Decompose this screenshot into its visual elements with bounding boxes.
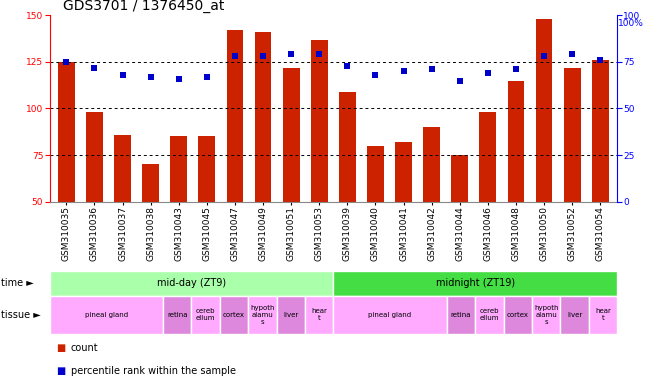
Text: mid-day (ZT9): mid-day (ZT9) xyxy=(157,278,226,288)
Bar xyxy=(536,19,552,202)
Bar xyxy=(333,296,447,334)
Bar xyxy=(58,62,75,202)
Bar xyxy=(191,296,220,334)
Text: hear
t: hear t xyxy=(595,308,611,321)
Point xyxy=(117,72,128,78)
Bar xyxy=(395,142,412,202)
Bar xyxy=(508,81,525,202)
Text: GDS3701 / 1376450_at: GDS3701 / 1376450_at xyxy=(63,0,224,13)
Text: cortex: cortex xyxy=(223,312,245,318)
Bar xyxy=(114,134,131,202)
Text: hear
t: hear t xyxy=(311,308,327,321)
Bar xyxy=(339,92,356,202)
Bar xyxy=(86,112,103,202)
Text: liver: liver xyxy=(567,312,582,318)
Point xyxy=(539,53,549,60)
Bar xyxy=(170,136,187,202)
Bar xyxy=(199,136,215,202)
Bar xyxy=(532,296,560,334)
Point xyxy=(314,51,325,58)
Point xyxy=(482,70,493,76)
Point xyxy=(89,65,100,71)
Text: cereb
ellum: cereb ellum xyxy=(480,308,499,321)
Bar xyxy=(560,296,589,334)
Bar xyxy=(248,296,277,334)
Bar xyxy=(142,164,159,202)
Point xyxy=(342,63,352,69)
Bar xyxy=(475,296,504,334)
Bar xyxy=(589,296,617,334)
Point xyxy=(258,53,269,60)
Point xyxy=(567,51,578,58)
Bar xyxy=(504,296,532,334)
Text: pineal gland: pineal gland xyxy=(84,312,128,318)
Point xyxy=(174,76,184,82)
Bar xyxy=(282,68,300,202)
Bar xyxy=(592,60,609,202)
Point xyxy=(455,78,465,84)
Bar xyxy=(333,271,617,296)
Text: pineal gland: pineal gland xyxy=(368,312,412,318)
Text: count: count xyxy=(71,343,98,353)
Point xyxy=(511,66,521,73)
Bar xyxy=(479,112,496,202)
Text: 100%: 100% xyxy=(618,19,644,28)
Text: tissue ►: tissue ► xyxy=(1,310,40,320)
Point xyxy=(286,51,296,58)
Bar xyxy=(305,296,333,334)
Text: cortex: cortex xyxy=(507,312,529,318)
Bar xyxy=(163,296,191,334)
Point xyxy=(145,74,156,80)
Bar xyxy=(50,296,163,334)
Text: hypoth
alamu
s: hypoth alamu s xyxy=(534,305,558,325)
Text: cereb
ellum: cereb ellum xyxy=(196,308,215,321)
Text: ■: ■ xyxy=(56,343,65,353)
Point xyxy=(230,53,240,60)
Bar xyxy=(564,68,581,202)
Text: midnight (ZT19): midnight (ZT19) xyxy=(436,278,515,288)
Bar xyxy=(226,30,244,202)
Bar xyxy=(277,296,305,334)
Text: hypoth
alamu
s: hypoth alamu s xyxy=(250,305,275,325)
Text: retina: retina xyxy=(451,312,471,318)
Text: retina: retina xyxy=(167,312,187,318)
Point xyxy=(426,66,437,73)
Point xyxy=(398,68,409,74)
Bar xyxy=(447,296,475,334)
Point xyxy=(61,59,72,65)
Text: liver: liver xyxy=(283,312,298,318)
Bar xyxy=(220,296,248,334)
Point xyxy=(370,72,381,78)
Text: percentile rank within the sample: percentile rank within the sample xyxy=(71,366,236,376)
Bar xyxy=(367,146,384,202)
Text: ■: ■ xyxy=(56,366,65,376)
Bar xyxy=(311,40,327,202)
Point xyxy=(201,74,212,80)
Bar xyxy=(255,32,271,202)
Bar xyxy=(50,271,333,296)
Bar xyxy=(423,127,440,202)
Text: time ►: time ► xyxy=(1,278,34,288)
Bar xyxy=(451,155,468,202)
Point xyxy=(595,57,605,63)
